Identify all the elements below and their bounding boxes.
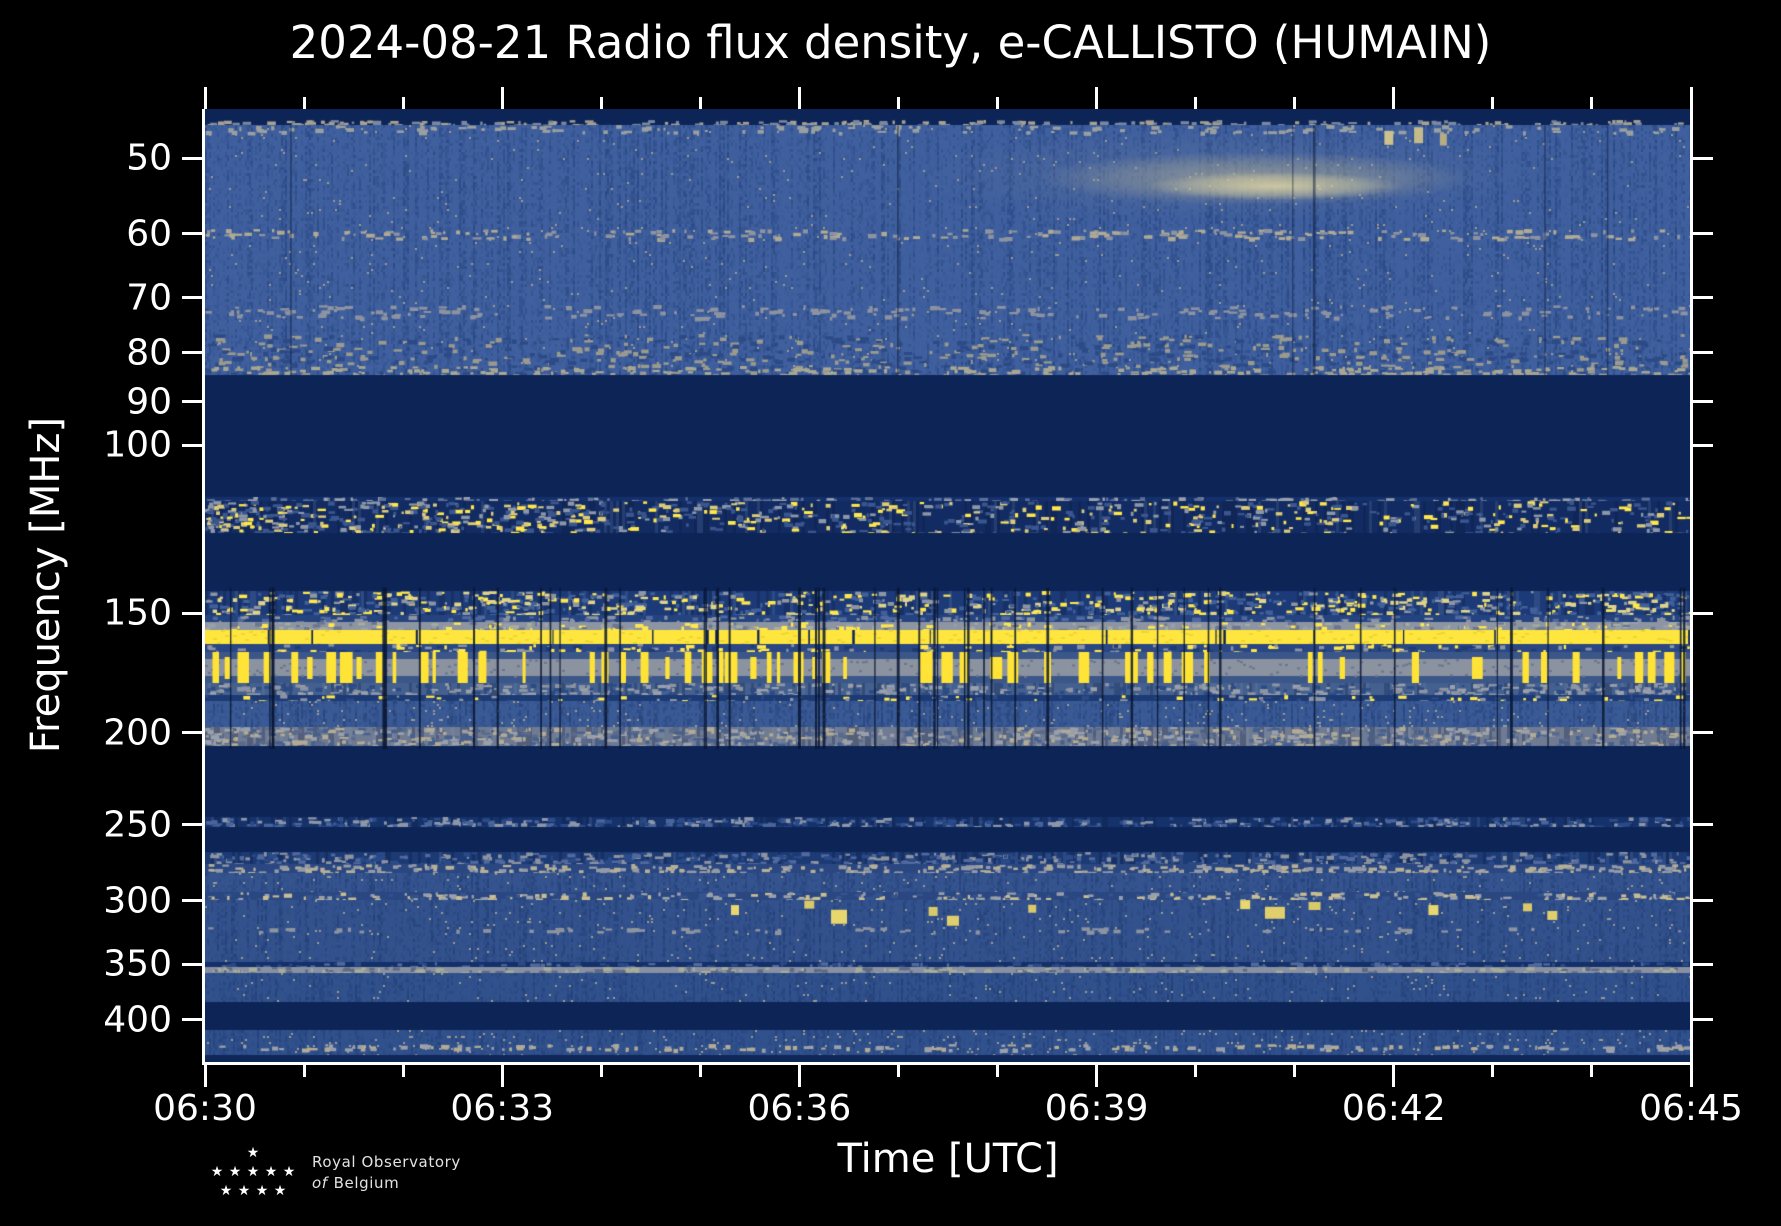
y-tick-left xyxy=(182,443,202,447)
y-tick-right xyxy=(1693,731,1713,735)
y-tick-label: 60 xyxy=(126,213,172,255)
y-tick-left xyxy=(182,823,202,827)
y-tick-right xyxy=(1693,232,1713,236)
y-tick-left xyxy=(182,351,202,355)
x-tick-minor xyxy=(1293,1065,1297,1077)
x-tick-minor xyxy=(698,1065,702,1077)
x-tick-label: 06:30 xyxy=(153,1088,257,1129)
y-tick-right xyxy=(1693,443,1713,447)
y-tick-label: 400 xyxy=(103,999,172,1041)
x-top-tick-minor xyxy=(996,97,1000,109)
x-tick-major xyxy=(500,1065,504,1087)
axis-spine-bottom xyxy=(202,1062,1693,1065)
x-tick-minor xyxy=(1590,1065,1594,1077)
x-tick-major xyxy=(797,1065,801,1087)
x-top-tick-minor xyxy=(1491,97,1495,109)
x-top-tick-minor xyxy=(401,97,405,109)
x-top-tick-minor xyxy=(1293,97,1297,109)
rob-star-icon: ★ xyxy=(246,1164,260,1180)
y-tick-label: 150 xyxy=(103,592,172,634)
x-tick-label: 06:42 xyxy=(1341,1088,1446,1129)
x-tick-minor xyxy=(302,1065,306,1077)
y-tick-left xyxy=(182,400,202,404)
x-tick-minor xyxy=(401,1065,405,1077)
rob-star-icon: ★ xyxy=(273,1183,287,1199)
y-axis-label: Frequency [MHz] xyxy=(23,416,69,754)
x-tick-label: 06:39 xyxy=(1044,1088,1149,1129)
y-tick-right xyxy=(1693,296,1713,300)
y-tick-label: 70 xyxy=(126,277,172,319)
chart-title: 2024-08-21 Radio flux density, e-CALLIST… xyxy=(289,16,1492,69)
x-tick-major xyxy=(1689,1065,1693,1087)
x-top-tick-major xyxy=(1095,87,1099,109)
logo-line2-text: Belgium xyxy=(333,1174,400,1192)
x-top-tick-minor xyxy=(1194,97,1198,109)
logo-text-line1: Royal Observatory xyxy=(312,1153,461,1171)
x-tick-major xyxy=(1392,1065,1396,1087)
rob-star-icon: ★ xyxy=(255,1183,269,1199)
spectrogram-canvas xyxy=(205,109,1691,1062)
x-axis-label: Time [UTC] xyxy=(837,1136,1059,1182)
x-tick-minor xyxy=(1194,1065,1198,1077)
x-top-tick-major xyxy=(203,87,207,109)
y-tick-right xyxy=(1693,962,1713,966)
logo-text-line2: of Belgium xyxy=(312,1174,399,1192)
x-tick-minor xyxy=(599,1065,603,1077)
x-top-tick-major xyxy=(1689,87,1693,109)
rob-star-icon: ★ xyxy=(282,1164,296,1180)
y-tick-label: 200 xyxy=(103,712,172,754)
x-tick-minor xyxy=(896,1065,900,1077)
y-tick-right xyxy=(1693,823,1713,827)
rob-star-icon: ★ xyxy=(210,1164,224,1180)
y-tick-left xyxy=(182,156,202,160)
x-tick-label: 06:45 xyxy=(1639,1088,1743,1129)
x-tick-label: 06:33 xyxy=(450,1088,555,1129)
x-tick-major xyxy=(203,1065,207,1087)
rob-star-icon: ★ xyxy=(228,1164,242,1180)
y-tick-label: 90 xyxy=(126,381,172,423)
y-tick-right xyxy=(1693,899,1713,903)
x-tick-major xyxy=(1095,1065,1099,1087)
x-tick-minor xyxy=(996,1065,1000,1077)
x-tick-label: 06:36 xyxy=(747,1088,852,1129)
x-top-tick-major xyxy=(1392,87,1396,109)
axis-spine-left xyxy=(202,109,205,1064)
rob-star-icon: ★ xyxy=(246,1145,260,1161)
rob-star-icon: ★ xyxy=(219,1183,233,1199)
x-top-tick-major xyxy=(797,87,801,109)
x-top-tick-minor xyxy=(896,97,900,109)
y-tick-right xyxy=(1693,351,1713,355)
y-tick-right xyxy=(1693,1018,1713,1022)
y-tick-label: 250 xyxy=(103,804,172,846)
rob-star-icon: ★ xyxy=(264,1164,278,1180)
y-tick-left xyxy=(182,899,202,903)
logo-line2-of: of xyxy=(312,1174,328,1192)
x-top-tick-minor xyxy=(302,97,306,109)
x-tick-minor xyxy=(1491,1065,1495,1077)
y-tick-left xyxy=(182,1018,202,1022)
y-tick-label: 80 xyxy=(126,332,172,374)
y-tick-label: 100 xyxy=(103,424,172,466)
y-tick-right xyxy=(1693,156,1713,160)
y-tick-label: 50 xyxy=(126,137,172,179)
x-top-tick-major xyxy=(500,87,504,109)
y-tick-left xyxy=(182,296,202,300)
y-tick-left xyxy=(182,731,202,735)
y-tick-label: 300 xyxy=(103,880,172,922)
x-top-tick-minor xyxy=(1590,97,1594,109)
y-tick-label: 350 xyxy=(103,943,172,985)
y-tick-left xyxy=(182,611,202,615)
logo-line1-text: Royal Observatory xyxy=(312,1153,461,1171)
y-tick-right xyxy=(1693,400,1713,404)
y-tick-left xyxy=(182,232,202,236)
y-tick-left xyxy=(182,962,202,966)
rob-star-icon: ★ xyxy=(237,1183,251,1199)
y-tick-right xyxy=(1693,611,1713,615)
x-top-tick-minor xyxy=(599,97,603,109)
axis-spine-right xyxy=(1690,109,1693,1064)
x-top-tick-minor xyxy=(698,97,702,109)
